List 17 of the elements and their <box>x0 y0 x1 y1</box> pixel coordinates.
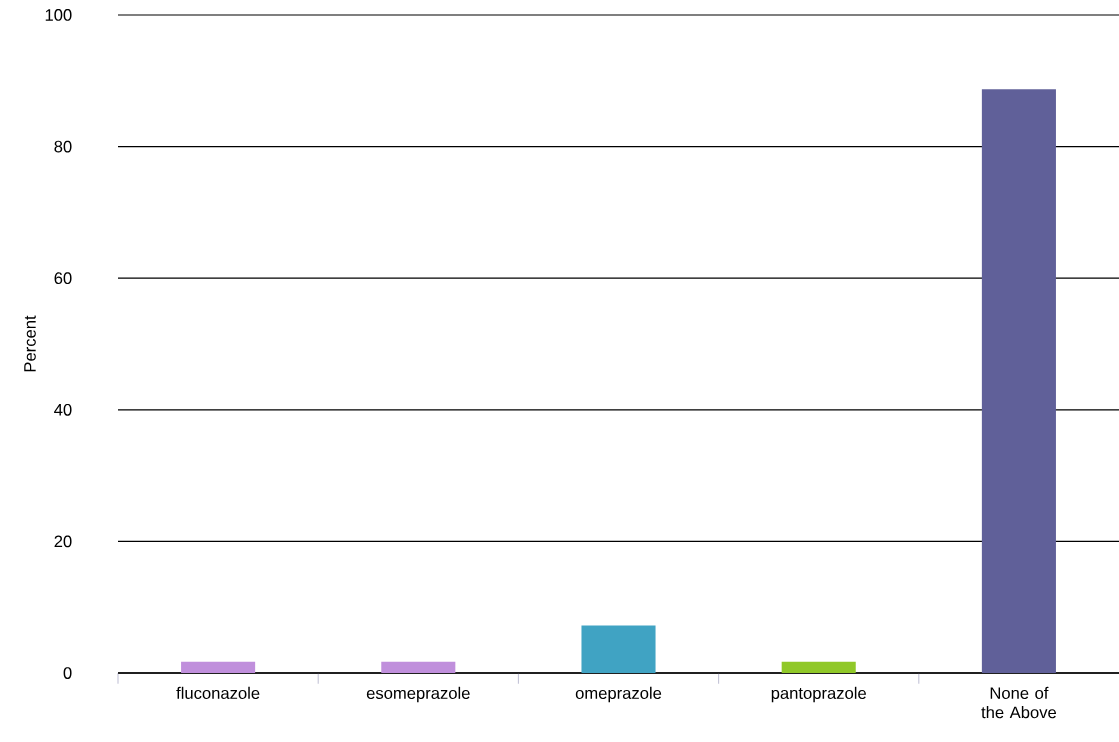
y-tick-label: 0 <box>63 667 72 679</box>
y-axis-title: Percent <box>24 315 36 372</box>
y-tick-label: 60 <box>54 272 72 285</box>
bar <box>581 625 656 673</box>
bar <box>781 661 856 673</box>
x-tick-label: fluconazole <box>176 686 260 699</box>
x-tick-label: None of the Above <box>981 686 1057 719</box>
y-tick-label: 100 <box>45 9 72 21</box>
x-tick-label: esomeprazole <box>366 686 470 703</box>
x-tick-label: omeprazole <box>575 686 662 703</box>
x-tick-label: pantoprazole <box>771 686 866 703</box>
y-tick-label: 80 <box>54 140 72 153</box>
y-tick-label: 40 <box>54 403 72 416</box>
bar <box>181 661 256 673</box>
bar <box>981 89 1056 673</box>
bar <box>381 661 456 673</box>
y-tick-label: 20 <box>54 535 72 548</box>
